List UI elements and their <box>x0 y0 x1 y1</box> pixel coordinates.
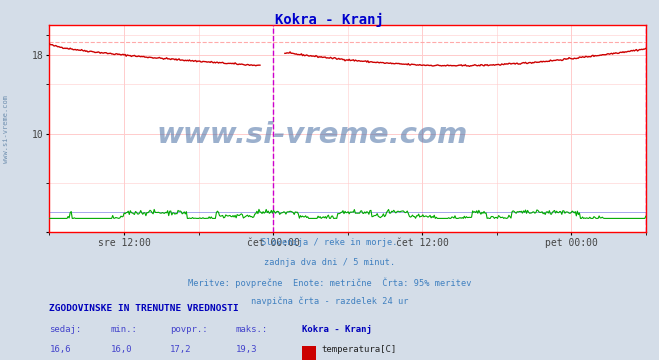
Text: zadnja dva dni / 5 minut.: zadnja dva dni / 5 minut. <box>264 258 395 267</box>
Text: www.si-vreme.com: www.si-vreme.com <box>156 121 467 149</box>
Text: navpična črta - razdelek 24 ur: navpična črta - razdelek 24 ur <box>251 297 408 306</box>
Text: temperatura[C]: temperatura[C] <box>322 345 397 354</box>
Text: ZGODOVINSKE IN TRENUTNE VREDNOSTI: ZGODOVINSKE IN TRENUTNE VREDNOSTI <box>49 304 239 313</box>
Text: Kokra - Kranj: Kokra - Kranj <box>302 325 372 334</box>
Text: Meritve: povprečne  Enote: metrične  Črta: 95% meritev: Meritve: povprečne Enote: metrične Črta:… <box>188 277 471 288</box>
Text: povpr.:: povpr.: <box>170 325 208 334</box>
Text: min.:: min.: <box>111 325 138 334</box>
Text: 19,3: 19,3 <box>236 345 258 354</box>
Text: sedaj:: sedaj: <box>49 325 82 334</box>
Text: Slovenija / reke in morje.: Slovenija / reke in morje. <box>261 238 398 247</box>
Text: maks.:: maks.: <box>236 325 268 334</box>
Text: www.si-vreme.com: www.si-vreme.com <box>3 95 9 163</box>
Text: 16,0: 16,0 <box>111 345 132 354</box>
Text: 16,6: 16,6 <box>49 345 71 354</box>
Text: 17,2: 17,2 <box>170 345 192 354</box>
Text: Kokra - Kranj: Kokra - Kranj <box>275 13 384 27</box>
